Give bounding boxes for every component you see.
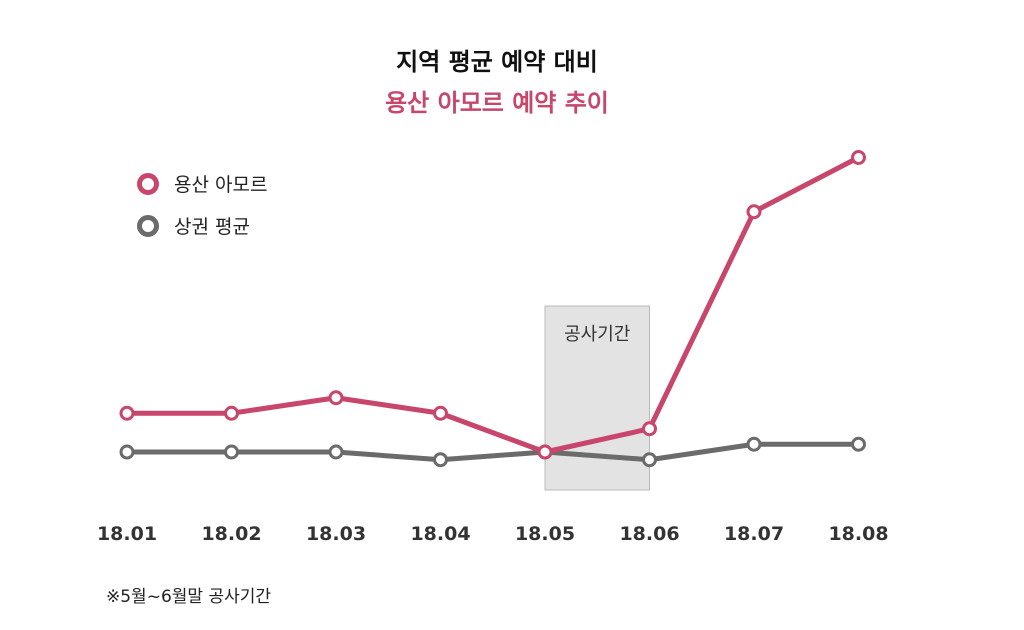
- series-line-average: [124, 441, 861, 463]
- data-point-average: [328, 444, 344, 460]
- x-tick-label: 18.04: [410, 523, 470, 545]
- data-point-yongsan: [746, 204, 762, 220]
- x-tick-label: 18.08: [828, 523, 888, 545]
- construction-period-label: 공사기간: [564, 324, 630, 345]
- x-tick-label: 18.05: [515, 523, 575, 545]
- series-layer: [119, 150, 866, 468]
- x-tick-label: 18.06: [619, 523, 679, 545]
- data-point-yongsan: [642, 421, 657, 437]
- legend-label-yongsan: 용산 아모르: [174, 174, 267, 196]
- chart-title: 지역 평균 예약 대비: [396, 48, 598, 76]
- series-line-yongsan: [124, 155, 861, 455]
- data-point-yongsan: [328, 390, 344, 406]
- x-tick-label: 18.03: [306, 523, 366, 545]
- data-point-yongsan: [119, 405, 135, 421]
- legend-label-average: 상권 평균: [174, 216, 250, 238]
- x-tick-label: 18.01: [97, 523, 157, 545]
- legend-marker-yongsan: [137, 173, 159, 195]
- data-point-average: [746, 436, 762, 452]
- data-point-yongsan: [537, 444, 553, 460]
- legend-marker-average: [137, 215, 159, 237]
- data-point-yongsan: [851, 150, 866, 165]
- data-point-average: [224, 444, 239, 460]
- data-point-average: [642, 452, 657, 468]
- chart-subtitle: 용산 아모르 예약 추이: [385, 89, 609, 117]
- x-axis-ticks: 18.01 18.02 18.03 18.04 18.05 18.06 18.07 18.08: [97, 523, 889, 545]
- footnote: ※5월~6월말 공사기간: [106, 587, 271, 607]
- legend: 용산 아모르 상권 평균: [137, 173, 267, 238]
- data-point-average: [851, 436, 866, 452]
- data-point-average: [119, 444, 135, 460]
- data-point-yongsan: [433, 405, 448, 421]
- x-tick-label: 18.07: [724, 523, 784, 545]
- x-tick-label: 18.02: [201, 523, 261, 545]
- data-point-yongsan: [224, 405, 239, 421]
- data-point-average: [433, 452, 448, 468]
